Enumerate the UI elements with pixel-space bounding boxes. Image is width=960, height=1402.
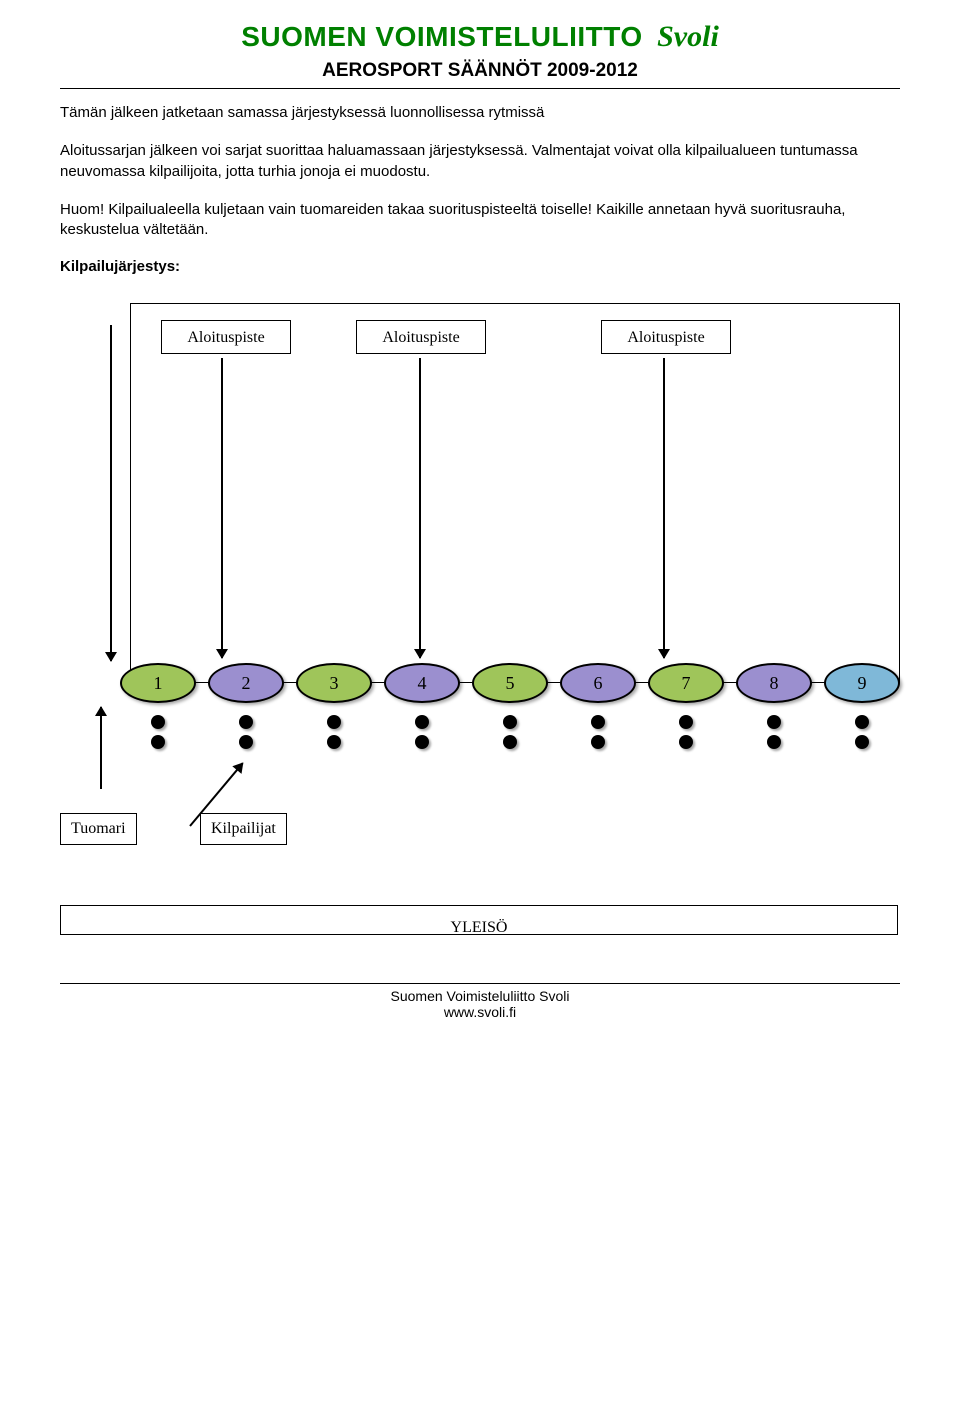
start-arrow-1 <box>221 358 223 658</box>
paragraph-3: Huom! Kilpailualeella kuljetaan vain tuo… <box>60 200 900 241</box>
competitor-dot <box>327 735 341 749</box>
competitor-dot <box>679 735 693 749</box>
competitor-dot <box>415 735 429 749</box>
header-divider <box>60 88 900 89</box>
station-6: 6 <box>560 663 636 703</box>
logo-script: Svoli <box>657 20 719 54</box>
start-point-box-2: Aloituspiste <box>356 320 486 354</box>
start-point-box-3: Aloituspiste <box>601 320 731 354</box>
left-entry-arrow <box>110 325 112 661</box>
competitor-dot <box>503 715 517 729</box>
station-3: 3 <box>296 663 372 703</box>
competitor-dot <box>591 715 605 729</box>
yleiso-label: YLEISÖ <box>60 905 898 935</box>
logo-text: SUOMEN VOIMISTELULIITTO <box>241 21 642 53</box>
competitor-dot <box>415 715 429 729</box>
start-arrow-2 <box>419 358 421 658</box>
footer-line-1: Suomen Voimisteluliitto Svoli <box>60 988 900 1004</box>
kilpailijat-label: Kilpailijat <box>200 813 287 845</box>
paragraph-1: Tämän jälkeen jatketaan samassa järjesty… <box>60 103 900 123</box>
hall-box: Aloituspiste Aloituspiste Aloituspiste <box>130 303 900 683</box>
station-5: 5 <box>472 663 548 703</box>
section-label: Kilpailujärjestys: <box>60 258 900 275</box>
competitor-dot <box>151 735 165 749</box>
footer-line-2: www.svoli.fi <box>60 1004 900 1020</box>
station-2: 2 <box>208 663 284 703</box>
station-9: 9 <box>824 663 900 703</box>
competitor-dot <box>679 715 693 729</box>
competitor-dot <box>151 715 165 729</box>
competitor-dot <box>767 735 781 749</box>
header-logo: SUOMEN VOIMISTELULIITTO Svoli <box>60 20 900 54</box>
competitor-dot <box>239 735 253 749</box>
competitor-dot <box>855 715 869 729</box>
station-4: 4 <box>384 663 460 703</box>
competitor-dot <box>503 735 517 749</box>
document-title: AEROSPORT SÄÄNNÖT 2009-2012 <box>60 60 900 82</box>
start-point-box-1: Aloituspiste <box>161 320 291 354</box>
tuomari-label: Tuomari <box>60 813 137 845</box>
station-1: 1 <box>120 663 196 703</box>
competitor-dot <box>239 715 253 729</box>
tuomari-arrow <box>100 707 102 789</box>
footer-divider <box>60 983 900 984</box>
competitor-dot <box>591 735 605 749</box>
competitor-dot <box>327 715 341 729</box>
competition-diagram: Aloituspiste Aloituspiste Aloituspiste 123… <box>60 303 900 943</box>
station-8: 8 <box>736 663 812 703</box>
competitor-dot <box>767 715 781 729</box>
competitor-dot <box>855 735 869 749</box>
station-7: 7 <box>648 663 724 703</box>
start-arrow-3 <box>663 358 665 658</box>
page-footer: Suomen Voimisteluliitto Svoli www.svoli.… <box>60 983 900 1020</box>
paragraph-2: Aloitussarjan jälkeen voi sarjat suoritt… <box>60 141 900 182</box>
